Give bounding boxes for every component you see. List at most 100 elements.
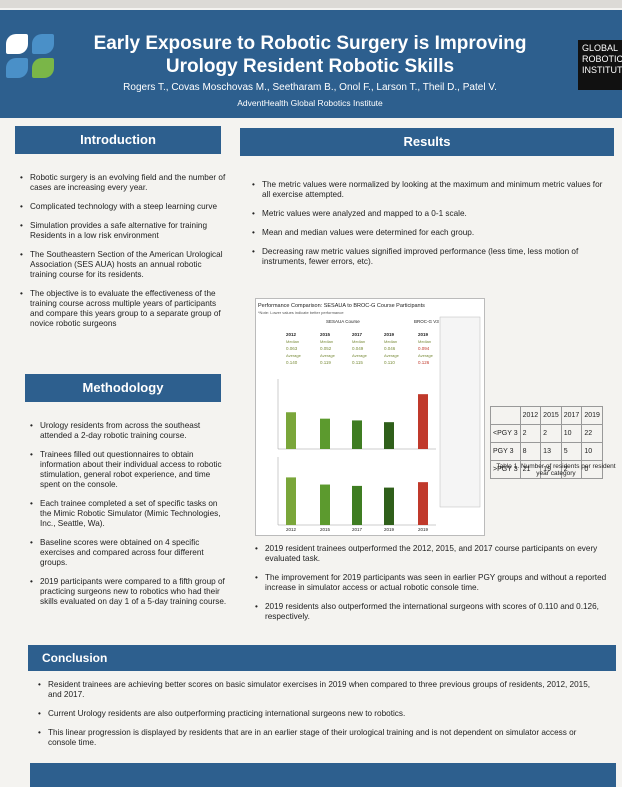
table-cell: 2019	[581, 406, 603, 425]
table-cell	[490, 406, 521, 425]
series-label: Average	[286, 353, 302, 358]
x-tick-label: 2015	[320, 527, 331, 532]
table-cell: 2	[519, 424, 542, 443]
chart-bar	[384, 487, 394, 525]
average-value: 0.115	[352, 360, 363, 365]
chart-bar	[418, 482, 428, 525]
x-tick-label: 2019	[384, 527, 395, 532]
list-item: The metric values were normalized by loo…	[252, 180, 612, 200]
table-year: 2019	[384, 332, 395, 337]
list-item: Current Urology residents are also outpe…	[38, 709, 598, 719]
table-cell: 0	[581, 460, 603, 479]
table-year: 2017	[352, 332, 363, 337]
chart-subtitle: *Note: Lower values indicate better perf…	[258, 310, 344, 315]
series-label: Average	[384, 353, 400, 358]
median-value: 0.046	[384, 346, 396, 351]
chart-bar	[286, 477, 296, 525]
list-item: Complicated technology with a steep lear…	[20, 202, 228, 212]
legend-box	[439, 316, 481, 508]
average-value: 0.126	[418, 360, 430, 365]
series-label: Average	[320, 353, 336, 358]
table-cell: 22	[581, 424, 603, 443]
conclusion-list: Resident trainees are achieving better s…	[38, 680, 598, 757]
results-list-bottom: 2019 resident trainees outperformed the …	[255, 544, 615, 631]
list-item: Mean and median values were determined f…	[252, 228, 612, 238]
results-heading: Results	[240, 128, 614, 156]
table-row: >PGY 3 21 19 2 0	[490, 460, 603, 479]
series-label: Average	[352, 353, 368, 358]
list-item: 2019 residents also outperformed the int…	[255, 602, 615, 622]
methodology-heading: Methodology	[25, 374, 221, 402]
poster: Early Exposure to Robotic Surgery is Imp…	[0, 8, 622, 787]
authors: Rogers T., Covas Moschovas M., Seetharam…	[123, 82, 497, 93]
series-label: Median	[418, 339, 431, 344]
average-value: 0.119	[320, 360, 331, 365]
table-cell: <PGY 3	[490, 424, 521, 443]
average-value: 0.140	[286, 360, 298, 365]
median-value: 0.052	[320, 346, 332, 351]
table-cell: 8	[519, 442, 542, 461]
x-tick-label: 2017	[352, 527, 363, 532]
list-item: Baseline scores were obtained on 4 speci…	[30, 538, 230, 568]
affiliation: AdventHealth Global Robotics Institute	[237, 98, 383, 108]
table-year: 2015	[320, 332, 331, 337]
list-item: Metric values were analyzed and mapped t…	[252, 209, 612, 219]
results-list-top: The metric values were normalized by loo…	[252, 180, 612, 276]
series-label: Median	[352, 339, 365, 344]
table-cell: 2015	[540, 406, 562, 425]
table-cell: 2017	[560, 406, 583, 425]
list-item: Simulation provides a safe alternative f…	[20, 221, 228, 241]
chart-bar	[286, 412, 296, 449]
group-label: BROC-G V3 Day 1	[414, 319, 452, 324]
median-value: 0.049	[352, 346, 364, 351]
group-label: SESAUA Course	[326, 319, 360, 324]
list-item: The Southeastern Section of the American…	[20, 250, 228, 280]
pgy-table: 2012 2015 2017 2019 <PGY 3 2 2 10 22 PGY 3 8 13 5 10 >…	[490, 406, 603, 479]
x-tick-label: 2012	[286, 527, 297, 532]
table-cell: PGY 3	[490, 442, 521, 461]
poster-title: Early Exposure to Robotic Surgery is Imp…	[70, 32, 550, 78]
table-cell: 2	[540, 424, 562, 443]
chart-bar	[352, 420, 362, 449]
list-item: The improvement for 2019 participants wa…	[255, 573, 615, 593]
list-item: Each trainee completed a set of specific…	[30, 499, 230, 529]
list-item: The objective is to evaluate the effecti…	[20, 289, 228, 329]
table-cell: 10	[581, 442, 603, 461]
series-label: Median	[384, 339, 397, 344]
table-cell: 13	[540, 442, 562, 461]
table-year: 2019	[418, 332, 429, 337]
global-robotics-institute-logo: GLOBAL ROBOTICS INSTITUT	[578, 40, 622, 90]
median-value: 0.063	[286, 346, 298, 351]
list-item: Urology residents from across the southe…	[30, 421, 230, 441]
list-item: Decreasing raw metric values signified i…	[252, 247, 612, 267]
chart-bar	[352, 485, 362, 525]
list-item: This linear progression is displayed by …	[38, 728, 598, 748]
introduction-heading: Introduction	[15, 126, 221, 154]
title-line-2: Urology Resident Robotic Skills	[165, 56, 455, 77]
table-cell: 2012	[519, 406, 542, 425]
chart-bar	[384, 422, 394, 449]
chart-svg: Performance Comparison: SESAUA to BROC-G…	[258, 303, 481, 532]
chart-title: Performance Comparison: SESAUA to BROC-G…	[258, 303, 425, 309]
x-tick-label: 2019	[418, 527, 429, 532]
table-row: <PGY 3 2 2 10 22	[490, 424, 603, 443]
poster-header: Early Exposure to Robotic Surgery is Imp…	[0, 10, 622, 118]
table-caption: Table 1. Number of residents per residen…	[496, 463, 616, 477]
chart-bar	[320, 418, 330, 449]
list-item: Resident trainees are achieving better s…	[38, 680, 598, 700]
series-label: Median	[286, 339, 299, 344]
table-cell: 5	[560, 442, 583, 461]
series-label: Median	[320, 339, 333, 344]
performance-chart: Performance Comparison: SESAUA to BROC-G…	[255, 298, 485, 536]
methodology-list: Urology residents from across the southe…	[30, 421, 230, 616]
table-header-row: 2012 2015 2017 2019	[490, 406, 603, 425]
conclusion-heading: Conclusion	[28, 645, 616, 671]
table-cell: >PGY 3	[490, 460, 521, 479]
average-value: 0.110	[384, 360, 395, 365]
chart-bar	[418, 394, 428, 449]
adventhealth-logo	[6, 34, 58, 86]
list-item: Trainees filled out questionnaires to ob…	[30, 450, 230, 490]
table-row: PGY 3 8 13 5 10	[490, 442, 603, 461]
series-label: Average	[418, 353, 434, 358]
list-item: 2019 resident trainees outperformed the …	[255, 544, 615, 564]
